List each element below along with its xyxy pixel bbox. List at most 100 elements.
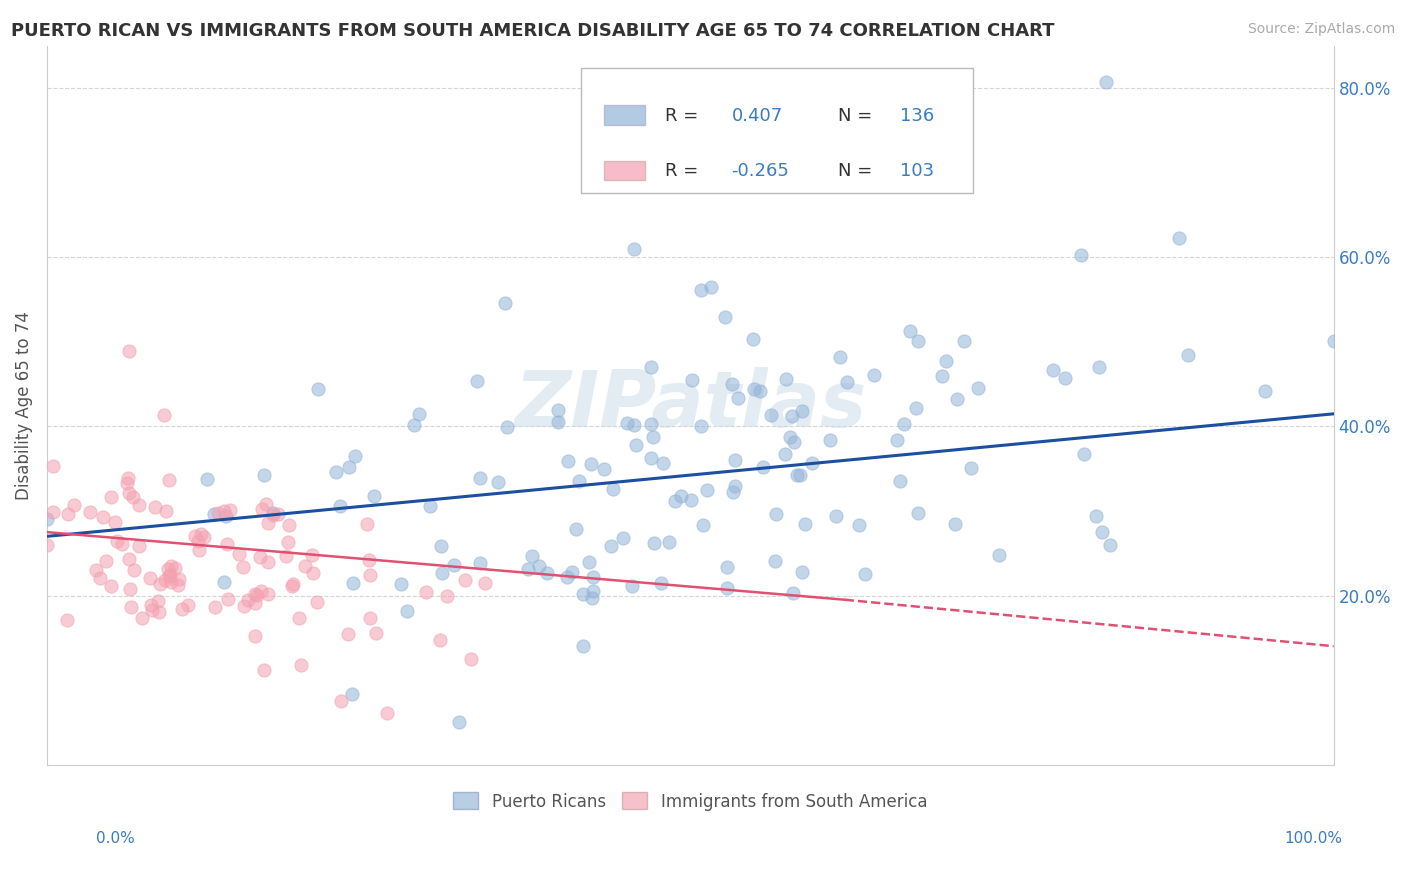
Point (212, 504, 235, 518)
Point (443, 558, 465, 572)
Text: R =: R = (665, 106, 703, 125)
Point (257, 516, 280, 531)
Point (91, 510, 114, 524)
Point (692, 518, 714, 533)
Point (55, 613, 77, 627)
Point (163, 561, 186, 575)
FancyBboxPatch shape (605, 161, 645, 180)
Point (727, 391, 749, 405)
Point (555, 570, 578, 584)
Point (696, 483, 718, 497)
Point (104, 515, 127, 529)
Point (396, 604, 419, 618)
Point (1323, 334, 1346, 348)
Point (253, 467, 276, 482)
Point (893, 417, 915, 431)
Point (640, 417, 662, 431)
Point (752, 460, 775, 475)
Point (359, 611, 381, 625)
Point (118, 344, 141, 359)
Point (468, 556, 491, 570)
Point (188, 542, 211, 557)
Point (460, 652, 482, 666)
Point (571, 587, 593, 601)
Point (245, 588, 267, 602)
Point (149, 576, 172, 591)
Point (202, 507, 225, 521)
Point (118, 582, 141, 596)
Point (214, 574, 236, 589)
Point (141, 602, 163, 616)
Point (721, 377, 744, 392)
Point (790, 565, 813, 579)
Point (329, 499, 352, 513)
Point (228, 547, 250, 561)
Point (195, 473, 218, 487)
Point (599, 539, 621, 553)
Point (148, 605, 170, 619)
Point (592, 462, 614, 476)
Point (474, 576, 496, 591)
Point (305, 595, 328, 609)
Text: Source: ZipAtlas.com: Source: ZipAtlas.com (1247, 22, 1395, 37)
Point (207, 506, 229, 520)
Point (742, 332, 765, 346)
Point (139, 598, 162, 612)
Point (522, 549, 544, 563)
Point (516, 562, 538, 576)
Point (190, 527, 212, 541)
Point (724, 479, 747, 493)
Point (1253, 384, 1275, 398)
Text: -0.265: -0.265 (731, 161, 789, 180)
Point (602, 483, 624, 497)
Point (568, 475, 591, 489)
Point (658, 535, 681, 549)
Point (294, 559, 316, 574)
Point (700, 279, 723, 293)
Point (561, 565, 583, 579)
Point (623, 242, 645, 256)
Point (100, 579, 122, 593)
Point (342, 575, 364, 590)
Point (863, 368, 886, 383)
Point (775, 372, 797, 386)
Point (988, 548, 1011, 562)
Point (1042, 363, 1064, 377)
Point (219, 503, 242, 517)
Point (789, 468, 811, 483)
Point (931, 368, 953, 383)
Point (779, 430, 801, 444)
Point (430, 539, 453, 553)
Point (681, 492, 703, 507)
Point (160, 574, 183, 589)
Point (257, 555, 280, 569)
Point (277, 534, 299, 549)
Point (783, 434, 806, 449)
Point (716, 560, 738, 574)
Point (170, 602, 193, 616)
Point (837, 375, 859, 389)
Point (557, 453, 579, 467)
Point (252, 502, 274, 516)
Point (690, 283, 713, 297)
Point (946, 392, 969, 406)
Point (42, 458, 65, 473)
Point (652, 456, 675, 470)
Point (177, 598, 200, 612)
Text: R =: R = (665, 161, 703, 180)
Point (357, 553, 380, 567)
Point (243, 596, 266, 610)
Point (547, 415, 569, 429)
Point (167, 578, 190, 592)
Point (193, 530, 215, 544)
Point (153, 573, 176, 587)
Point (886, 433, 908, 447)
Point (307, 382, 329, 396)
Point (215, 537, 238, 551)
Point (356, 516, 378, 531)
Point (640, 451, 662, 466)
Point (84, 564, 107, 578)
Point (131, 611, 153, 625)
Point (339, 459, 361, 474)
Text: 100.0%: 100.0% (1285, 831, 1343, 846)
